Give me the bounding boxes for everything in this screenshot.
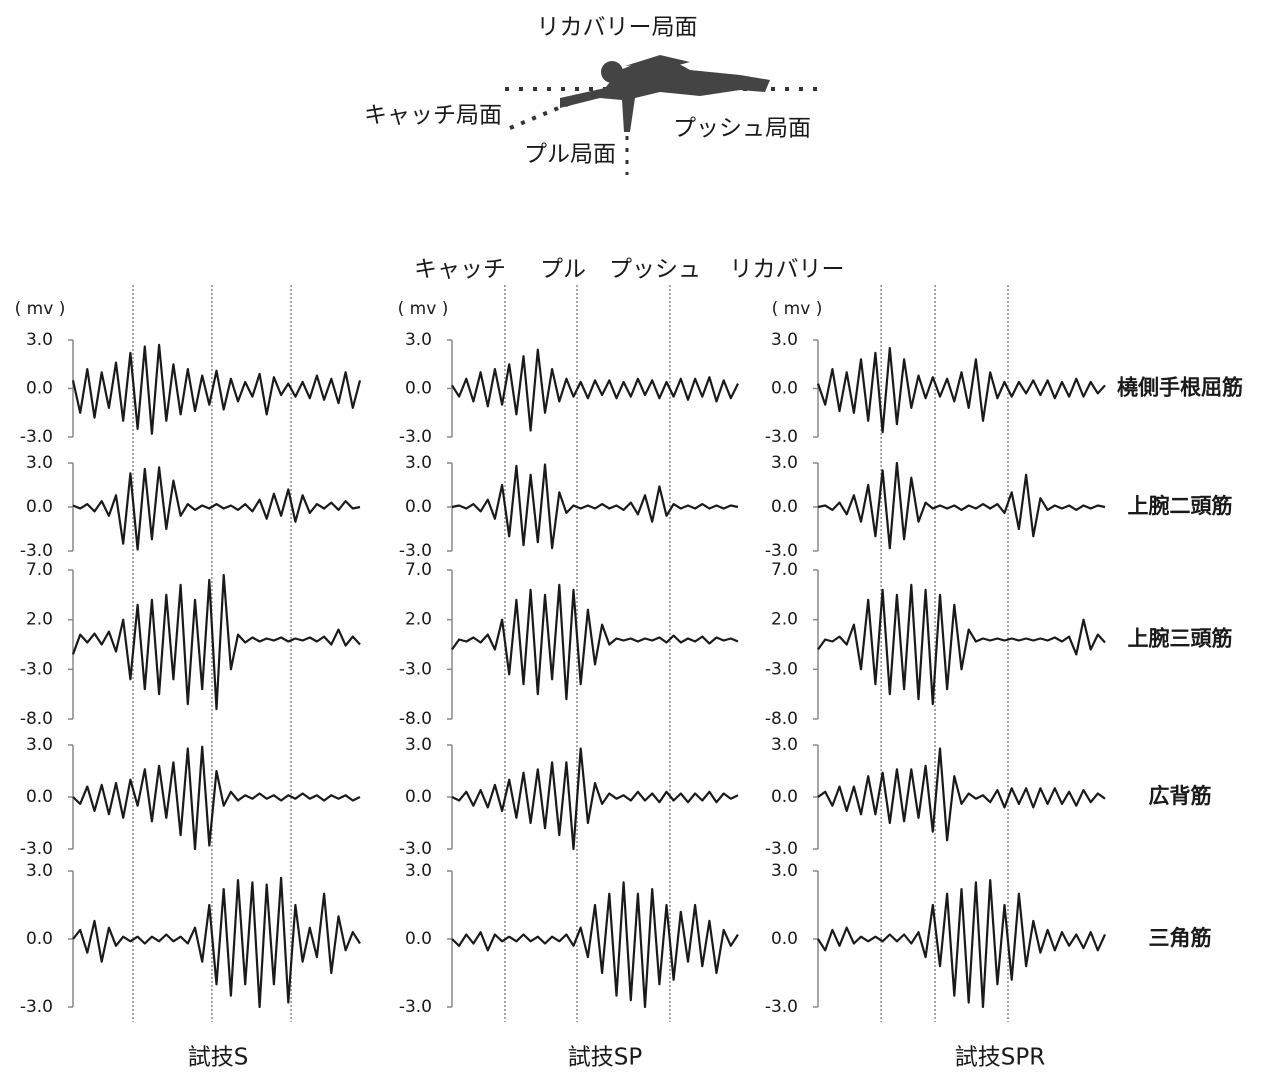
y-tick-label: -3.0 <box>20 427 53 447</box>
muscle-label: 上腕二頭筋 <box>1128 494 1233 518</box>
page: リカバリー局面 キャッチ局面 プル局面 プッシュ局面 キャッチ プル プッシュ … <box>0 0 1261 1073</box>
emg-trace <box>452 585 738 699</box>
emg-trace <box>818 585 1105 704</box>
y-tick-label: -3.0 <box>399 997 432 1017</box>
y-tick-label: -8.0 <box>399 709 432 729</box>
y-tick-label: -3.0 <box>765 839 798 859</box>
y-tick-label: -3.0 <box>20 541 53 561</box>
emg-trace <box>452 882 738 1007</box>
phase-label: リカバリー局面 <box>537 15 698 41</box>
y-tick-label: 2.0 <box>405 610 432 630</box>
y-tick-label: 7.0 <box>26 560 53 580</box>
y-tick-label: 3.0 <box>771 861 798 881</box>
y-tick-label: 0.0 <box>405 929 432 949</box>
y-tick-label: -3.0 <box>765 427 798 447</box>
emg-trace <box>73 747 360 849</box>
y-tick-label: -3.0 <box>399 659 432 679</box>
emg-trace <box>818 348 1105 432</box>
emg-trace <box>452 749 738 850</box>
y-tick-label: -3.0 <box>399 839 432 859</box>
swimmer-diagram: リカバリー局面 キャッチ局面 プル局面 プッシュ局面 <box>364 15 820 176</box>
y-tick-label: 3.0 <box>405 453 432 473</box>
y-tick-label: 0.0 <box>771 929 798 949</box>
emg-trace <box>818 880 1105 1007</box>
y-tick-label: 3.0 <box>771 735 798 755</box>
y-tick-label: 0.0 <box>771 497 798 517</box>
y-tick-label: -3.0 <box>765 659 798 679</box>
emg-trace <box>818 463 1105 548</box>
y-tick-label: -3.0 <box>765 541 798 561</box>
figure: リカバリー局面 キャッチ局面 プル局面 プッシュ局面 キャッチ プル プッシュ … <box>0 0 1261 1073</box>
phase-header: キャッチ <box>414 257 506 283</box>
y-tick-label: 3.0 <box>26 735 53 755</box>
y-tick-label: 3.0 <box>26 330 53 350</box>
y-tick-label: -3.0 <box>20 659 53 679</box>
phase-header: プッシュ <box>609 257 701 283</box>
emg-trace <box>452 350 738 431</box>
y-tick-label: -3.0 <box>765 997 798 1017</box>
unit-label: ( mv ) <box>398 299 449 319</box>
y-tick-label: 3.0 <box>771 453 798 473</box>
y-tick-label: 3.0 <box>405 330 432 350</box>
panel-title: 試技S <box>188 1045 249 1071</box>
y-tick-label: 2.0 <box>26 610 53 630</box>
y-tick-label: 3.0 <box>405 735 432 755</box>
emg-trace <box>73 467 360 549</box>
muscle-label: 広背筋 <box>1149 784 1212 808</box>
emg-trace <box>73 575 360 709</box>
muscle-label: 三角筋 <box>1149 926 1212 950</box>
phase-header: プル <box>540 257 586 283</box>
phase-label: プッシュ局面 <box>673 116 811 142</box>
muscle-label: 上腕三頭筋 <box>1128 627 1233 651</box>
phase-label: プル局面 <box>524 142 616 168</box>
y-tick-label: 0.0 <box>405 787 432 807</box>
swimmer-arm <box>625 55 690 66</box>
y-tick-label: -8.0 <box>765 709 798 729</box>
y-tick-label: 7.0 <box>405 560 432 580</box>
y-tick-label: 3.0 <box>26 453 53 473</box>
y-tick-label: 0.0 <box>405 497 432 517</box>
emg-trace <box>73 878 360 1007</box>
muscle-label: 橈側手根屈筋 <box>1117 376 1243 400</box>
y-tick-label: -3.0 <box>20 839 53 859</box>
panel-title: 試技SPR <box>955 1045 1045 1071</box>
y-tick-label: 0.0 <box>26 787 53 807</box>
emg-trace <box>818 749 1105 841</box>
y-tick-label: 2.0 <box>771 610 798 630</box>
emg-trace <box>452 465 738 549</box>
y-tick-label: 0.0 <box>26 929 53 949</box>
y-tick-label: 7.0 <box>771 560 798 580</box>
y-tick-label: 3.0 <box>26 861 53 881</box>
emg-trace <box>73 345 360 434</box>
y-tick-label: 0.0 <box>771 787 798 807</box>
unit-label: ( mv ) <box>772 299 823 319</box>
phase-header: リカバリー <box>730 257 845 283</box>
swimmer-head <box>601 61 623 83</box>
y-tick-label: -8.0 <box>20 709 53 729</box>
panel-title: 試技SP <box>568 1045 643 1071</box>
y-tick-label: 0.0 <box>771 379 798 399</box>
phase-label: キャッチ局面 <box>364 103 502 129</box>
y-tick-label: 0.0 <box>26 379 53 399</box>
y-tick-label: 3.0 <box>405 861 432 881</box>
unit-label: ( mv ) <box>15 299 66 319</box>
y-tick-label: -3.0 <box>399 427 432 447</box>
y-tick-label: 3.0 <box>771 330 798 350</box>
y-tick-label: -3.0 <box>20 997 53 1017</box>
y-tick-label: 0.0 <box>405 379 432 399</box>
y-tick-label: -3.0 <box>399 541 432 561</box>
y-tick-label: 0.0 <box>26 497 53 517</box>
